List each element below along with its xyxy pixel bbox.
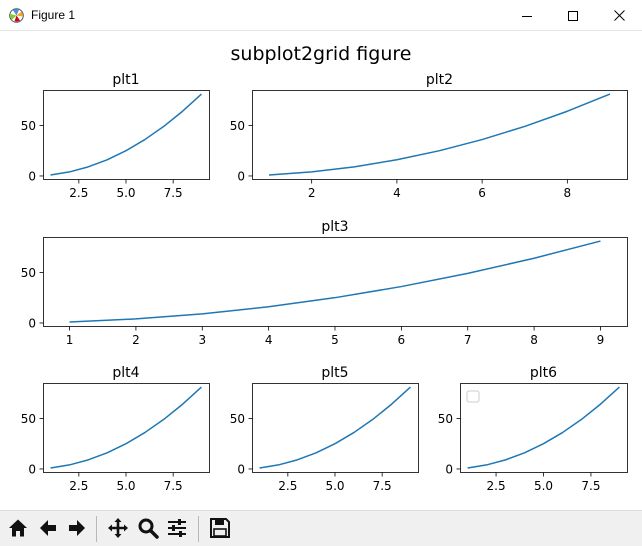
x-tick-label: 2 — [308, 186, 316, 200]
x-tick-label: 5.0 — [534, 479, 553, 493]
x-tick-label: 7.5 — [164, 186, 183, 200]
x-tick-label: 5.0 — [325, 479, 344, 493]
x-tick-label: 5.0 — [116, 479, 135, 493]
subplot-5: plt5 2.5 5.0 7.5 0 50 — [230, 365, 419, 493]
x-tick-label: 2.5 — [69, 479, 88, 493]
figure-suptitle: subplot2grid figure — [231, 43, 412, 65]
x-tick-label: 6 — [398, 333, 406, 347]
x-tick-label: 5 — [331, 333, 339, 347]
pan-button[interactable] — [104, 514, 132, 542]
axes-frame — [43, 383, 210, 473]
configure-subplots-button[interactable] — [163, 514, 191, 542]
subplot-title: plt6 — [530, 365, 557, 381]
y-tick-label: 0 — [237, 169, 245, 183]
x-tick-label: 7.5 — [581, 479, 600, 493]
legend-box — [466, 390, 480, 403]
back-button[interactable] — [34, 514, 62, 542]
y-tick-label: 50 — [21, 119, 36, 133]
series-line — [69, 240, 601, 323]
subplot-title: plt2 — [426, 72, 453, 88]
pan-icon — [108, 518, 128, 538]
x-tick-label: 1 — [66, 333, 74, 347]
toolbar-separator — [96, 516, 97, 542]
x-tick-label: 3 — [198, 333, 206, 347]
home-button[interactable] — [4, 514, 32, 542]
subplot-2: plt2 2 4 6 8 0 50 — [230, 72, 628, 200]
subplot-title: plt5 — [321, 365, 348, 381]
subplot-6: plt6 2.5 5.0 7.5 0 50 — [438, 365, 628, 493]
subplot-title: plt3 — [321, 219, 348, 235]
series-line — [50, 386, 202, 469]
subplot-title: plt1 — [112, 72, 139, 88]
y-tick-label: 0 — [28, 169, 36, 183]
subplot-1: plt1 2.5 5.0 7.5 0 50 — [21, 72, 210, 200]
axes-frame — [43, 237, 628, 327]
x-tick-label: 4 — [265, 333, 273, 347]
maximize-button[interactable] — [550, 0, 596, 31]
y-tick-label: 0 — [28, 316, 36, 330]
x-tick-label: 2.5 — [487, 479, 506, 493]
y-tick-label: 0 — [237, 462, 245, 476]
y-tick-label: 50 — [21, 412, 36, 426]
x-tick-label: 2 — [132, 333, 140, 347]
x-tick-label: 2.5 — [69, 186, 88, 200]
x-tick-label: 2.5 — [278, 479, 297, 493]
series-line — [467, 386, 620, 469]
y-tick-label: 0 — [445, 462, 453, 476]
close-icon — [613, 10, 625, 21]
axes-frame — [43, 90, 210, 180]
x-tick-label: 7 — [464, 333, 472, 347]
x-tick-label: 6 — [478, 186, 486, 200]
y-tick-label: 50 — [21, 266, 36, 280]
subplot-3: plt3 1 2 3 4 5 6 7 8 9 0 50 — [21, 219, 628, 347]
x-tick-label: 5.0 — [116, 186, 135, 200]
x-tick-label: 8 — [530, 333, 538, 347]
series-line — [268, 93, 611, 176]
series-line — [50, 93, 202, 176]
configure-subplots-icon — [168, 519, 186, 537]
series-line — [259, 386, 411, 469]
window-title: Figure 1 — [31, 8, 76, 22]
x-tick-label: 4 — [393, 186, 401, 200]
maximize-icon — [568, 10, 578, 21]
home-icon — [9, 519, 27, 537]
figure-canvas[interactable]: subplot2grid figure plt1 2.5 5.0 7.5 0 50 plt2… — [0, 31, 642, 510]
matplotlib-icon — [9, 8, 24, 23]
forward-arrow-icon — [69, 520, 85, 536]
back-arrow-icon — [40, 520, 56, 536]
x-tick-label: 7.5 — [164, 479, 183, 493]
zoom-icon — [138, 518, 159, 539]
axes-frame — [252, 383, 419, 473]
x-tick-label: 8 — [564, 186, 572, 200]
subplot-title: plt4 — [112, 365, 139, 381]
minimize-button[interactable] — [504, 0, 550, 31]
axes-frame — [252, 90, 628, 180]
save-button[interactable] — [206, 514, 234, 542]
close-button[interactable] — [596, 0, 642, 31]
subplot-4: plt4 2.5 5.0 7.5 0 50 — [21, 365, 210, 493]
navigation-toolbar — [0, 510, 642, 546]
save-icon — [210, 518, 230, 538]
y-tick-label: 0 — [28, 462, 36, 476]
x-tick-label: 7.5 — [373, 479, 392, 493]
x-tick-label: 9 — [597, 333, 605, 347]
zoom-button[interactable] — [134, 514, 162, 542]
y-tick-label: 50 — [230, 412, 245, 426]
window-titlebar: Figure 1 — [0, 0, 642, 31]
minimize-icon — [522, 15, 532, 17]
forward-button[interactable] — [63, 514, 91, 542]
y-tick-label: 50 — [438, 412, 453, 426]
toolbar-separator — [198, 516, 199, 542]
axes-frame — [460, 383, 628, 473]
y-tick-label: 50 — [230, 119, 245, 133]
